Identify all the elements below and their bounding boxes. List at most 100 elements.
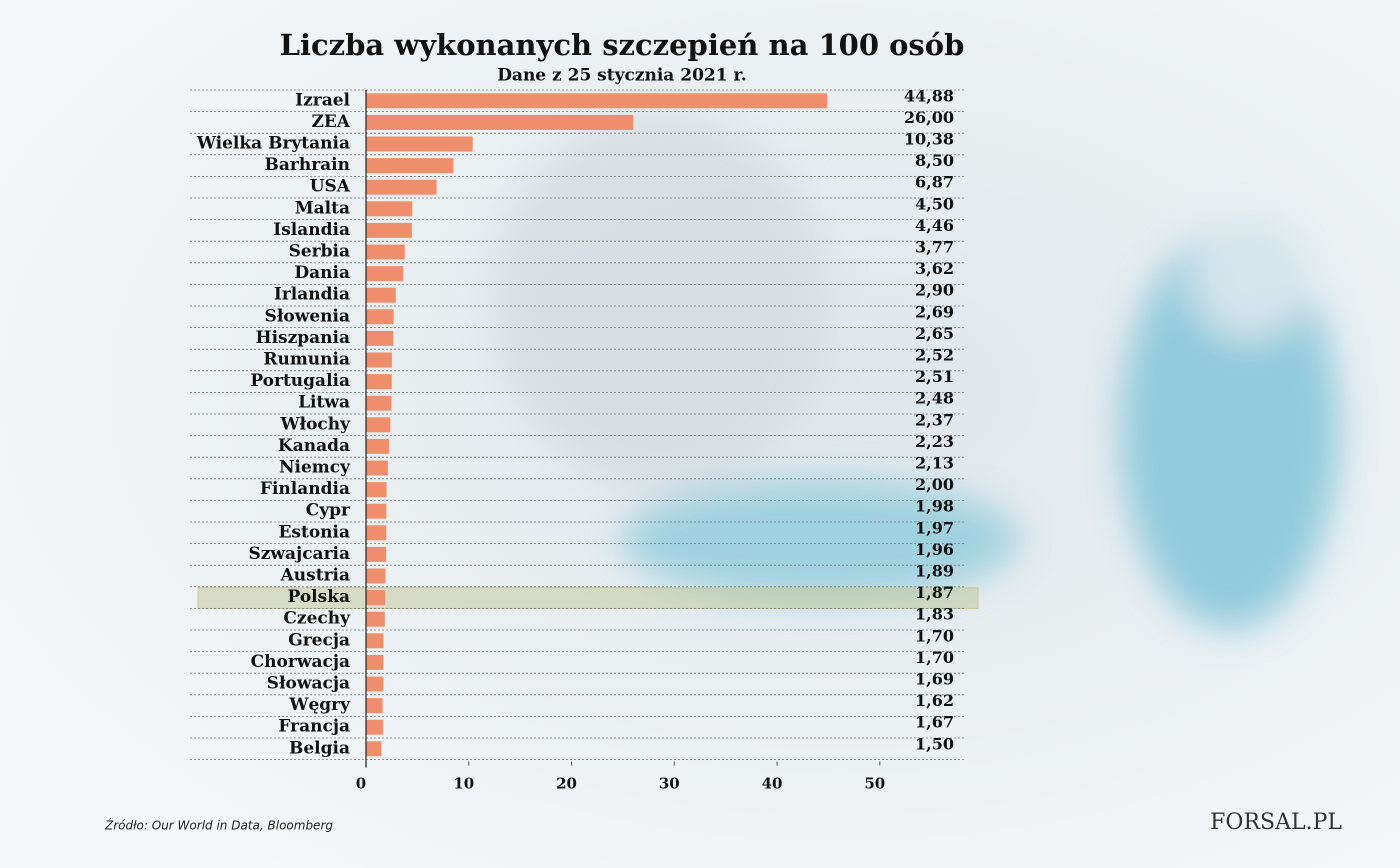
category-label: Belgia [289,738,350,758]
category-label: Czechy [283,609,351,629]
value-label: 1,83 [915,605,954,624]
bar [366,417,391,433]
value-label: 1,96 [915,540,954,559]
value-label: 10,38 [904,130,954,149]
value-label: 6,87 [915,173,954,192]
category-label: Węgry [288,695,351,715]
category-label: Szwajcaria [248,544,350,564]
category-label: Islandia [273,220,350,240]
bar [366,158,454,174]
value-label: 4,46 [915,216,954,235]
x-tick-label: 0 [356,775,366,793]
bar [366,374,392,390]
bar [366,395,392,411]
category-label: Irlandia [274,285,350,305]
value-label: 1,87 [915,583,954,602]
bar [366,287,396,303]
value-label: 2,69 [915,302,954,321]
category-label: Austria [280,566,350,586]
value-label: 3,77 [915,238,954,257]
category-label: Francja [278,717,350,737]
category-label: Hiszpania [256,328,350,348]
bar [366,590,386,606]
value-label: 1,98 [915,497,954,516]
category-label: Serbia [289,242,350,262]
bar [366,503,387,519]
category-label: Niemcy [279,458,351,478]
bar [366,676,384,692]
bar [366,244,405,260]
category-label: Estonia [278,522,350,542]
category-label: Wielka Brytania [196,134,350,154]
x-tick-label: 30 [659,775,680,793]
bar [366,546,387,562]
bar [366,330,394,346]
bar [366,179,437,195]
bar [366,438,389,454]
bar [366,222,412,238]
bar [366,698,383,714]
category-label: USA [310,177,351,197]
background-image [490,110,1340,630]
value-label: 1,97 [915,518,954,537]
bar [366,482,387,498]
value-label: 2,23 [915,432,954,451]
value-label: 2,90 [915,281,954,300]
chart-subtitle: Dane z 25 stycznia 2021 r. [497,66,747,86]
value-label: 26,00 [904,108,954,127]
bar [366,460,388,476]
category-label: Cypr [306,501,351,521]
x-tick-label: 10 [453,775,474,793]
bar [366,352,392,368]
x-tick-label: 20 [556,775,577,793]
bar [366,201,413,217]
bar [366,568,386,584]
value-label: 2,52 [915,346,954,365]
category-label: Grecja [288,630,350,650]
bar [366,266,404,282]
bar [366,93,828,109]
value-label: 1,70 [915,648,954,667]
bar [366,654,384,670]
bar [366,633,384,649]
value-label: 4,50 [915,194,954,213]
value-label: 8,50 [915,151,954,170]
chart-title: Liczba wykonanych szczepień na 100 osób [280,28,965,62]
value-label: 2,65 [915,324,954,343]
category-label: Słowenia [265,306,350,326]
bar [366,525,387,541]
category-label: Dania [294,263,350,283]
value-label: 2,37 [915,410,954,429]
category-label: Portugalia [250,371,350,391]
category-label: Rumunia [263,350,350,370]
value-label: 44,88 [904,86,954,105]
value-label: 2,13 [915,454,954,473]
category-label: Słowacja [267,674,350,694]
value-label: 1,50 [915,734,954,753]
category-label: Kanada [278,436,350,456]
value-label: 2,48 [915,389,954,408]
value-label: 1,62 [915,691,954,710]
category-label: Litwa [298,393,350,413]
bar [366,309,394,325]
bar [366,741,382,757]
value-label: 1,70 [915,626,954,645]
category-label: ZEA [311,112,350,132]
value-label: 2,51 [915,367,954,386]
bar [366,719,384,735]
category-label: Chorwacja [251,652,350,672]
category-label: Barhrain [265,155,351,175]
category-label: Malta [295,198,350,218]
bar [366,136,473,152]
value-label: 1,89 [915,562,954,581]
category-label: Włochy [279,414,351,434]
logo: FORSAL.PL [1210,810,1342,835]
x-tick-label: 40 [762,775,783,793]
source: Źródło: Our World in Data, Bloomberg [104,818,333,833]
category-label: Finlandia [260,479,350,499]
value-label: 1,69 [915,670,954,689]
value-label: 1,67 [915,713,954,732]
value-label: 3,62 [915,259,954,278]
category-label: Izrael [295,90,350,110]
